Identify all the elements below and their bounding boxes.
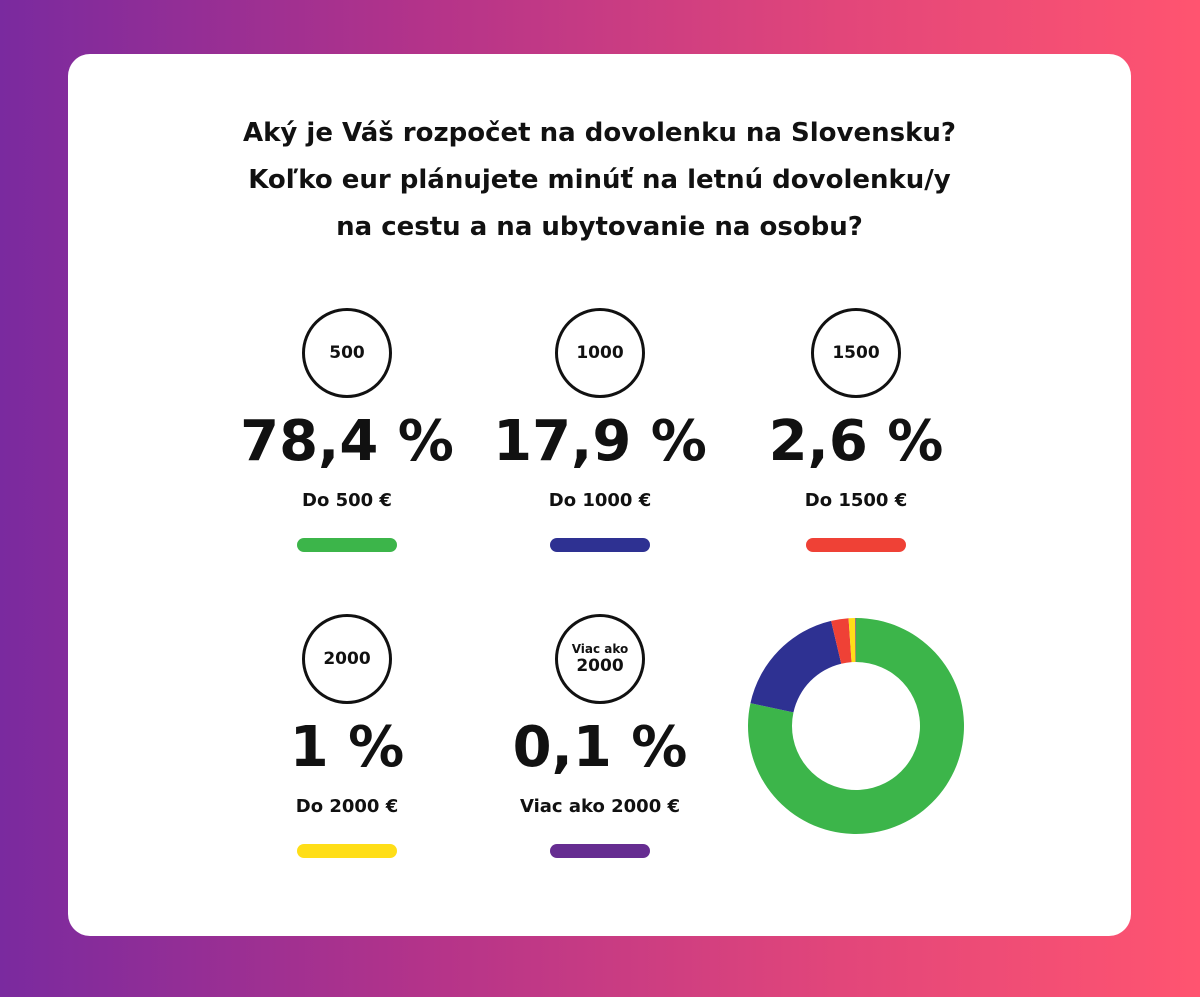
title-line-2: Koľko eur plánujete minúť na letnú dovol… — [248, 165, 951, 195]
stat-color-bar — [550, 538, 650, 552]
stat-circle-label: 2000 — [323, 649, 371, 669]
donut-slice-2 — [750, 620, 842, 713]
stat-description: Do 1500 € — [804, 490, 908, 511]
stat-percent: 17,9 % — [493, 409, 707, 474]
stat-circle: Viac ako 2000 — [555, 614, 645, 704]
donut-chart — [748, 618, 964, 834]
stat-circle: 500 — [302, 308, 392, 398]
stat-block-1000: 1000 17,9 % Do 1000 € — [470, 308, 730, 552]
title-line-1: Aký je Váš rozpočet na dovolenku na Slov… — [243, 118, 956, 148]
stat-description: Viac ako 2000 € — [519, 796, 681, 817]
stat-circle: 2000 — [302, 614, 392, 704]
stat-description: Do 1000 € — [548, 490, 652, 511]
stat-percent: 1 % — [289, 715, 405, 780]
stat-circle-label: 500 — [329, 343, 365, 363]
stat-color-bar — [297, 538, 397, 552]
donut-slice-5 — [855, 618, 856, 663]
stat-block-1500: 1500 2,6 % Do 1500 € — [726, 308, 986, 552]
stat-circle-label: 2000 — [576, 656, 624, 676]
donut-slice-4 — [848, 618, 856, 663]
stat-circle-label: 1000 — [576, 343, 624, 363]
title-line-3: na cestu a na ubytovanie na osobu? — [336, 212, 863, 242]
stat-circle-label: 1500 — [832, 343, 880, 363]
stat-description: Do 500 € — [302, 490, 392, 511]
stat-percent: 0,1 % — [512, 715, 688, 780]
stat-block-500: 500 78,4 % Do 500 € — [217, 308, 477, 552]
stat-percent: 2,6 % — [768, 409, 944, 474]
infographic-card: Aký je Váš rozpočet na dovolenku na Slov… — [68, 54, 1131, 936]
donut-slice-1 — [748, 618, 964, 834]
stat-description: Do 2000 € — [295, 796, 399, 817]
stat-block-over-2000: Viac ako 2000 0,1 % Viac ako 2000 € — [470, 614, 730, 858]
stat-circle-sub: Viac ako — [571, 642, 629, 656]
donut-slice-3 — [831, 618, 852, 664]
page-title: Aký je Váš rozpočet na dovolenku na Slov… — [68, 110, 1131, 251]
stat-color-bar — [806, 538, 906, 552]
stat-color-bar — [297, 844, 397, 858]
stat-circle: 1500 — [811, 308, 901, 398]
stat-color-bar — [550, 844, 650, 858]
stat-block-2000: 2000 1 % Do 2000 € — [217, 614, 477, 858]
stat-circle: 1000 — [555, 308, 645, 398]
stat-percent: 78,4 % — [240, 409, 454, 474]
